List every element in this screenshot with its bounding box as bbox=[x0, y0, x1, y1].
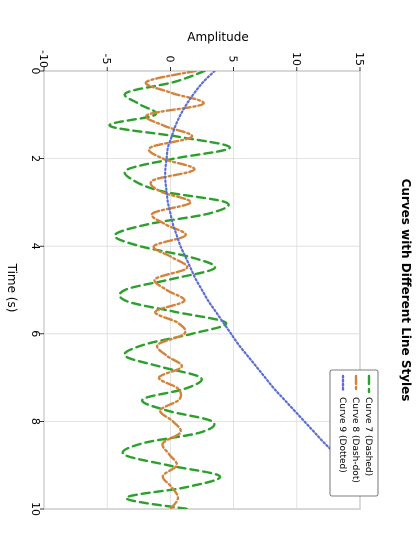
series-line-3 bbox=[164, 71, 360, 479]
axis-ticks: 0 2 4 6 8 10 -10 -5 0 5 10 15 bbox=[29, 50, 366, 516]
legend-label-3: Curve 9 (Dotted) bbox=[337, 397, 347, 473]
y-tick-label: 5 bbox=[227, 56, 240, 63]
x-tick-label: 8 bbox=[29, 418, 42, 425]
legend-label-2: Curve 8 (Dash-dot) bbox=[350, 397, 360, 483]
grid-lines bbox=[43, 70, 361, 510]
series-layer bbox=[108, 71, 360, 509]
y-tick-label: 0 bbox=[163, 56, 176, 63]
x-tick-label: 4 bbox=[29, 243, 42, 250]
y-tick-label: 10 bbox=[290, 52, 303, 66]
y-tick-label: -5 bbox=[100, 54, 113, 65]
series-line-2 bbox=[144, 71, 205, 509]
legend-box bbox=[329, 369, 379, 497]
x-tick-label: 6 bbox=[29, 330, 42, 337]
legend: Curve 7 (Dashed)Curve 8 (Dash-dot)Curve … bbox=[329, 369, 379, 497]
legend-label-1: Curve 7 (Dashed) bbox=[363, 397, 373, 476]
y-tick-label: 15 bbox=[353, 52, 366, 66]
x-tick-label: 10 bbox=[29, 502, 42, 516]
y-axis-title: Amplitude bbox=[187, 30, 249, 44]
x-tick-label: 2 bbox=[29, 155, 42, 162]
y-tick-label: -10 bbox=[37, 50, 50, 68]
x-tick-label: 0 bbox=[29, 68, 42, 75]
x-axis-title: Time (s) bbox=[5, 263, 19, 313]
chart-title: Curves with Different Line Styles bbox=[399, 179, 413, 402]
